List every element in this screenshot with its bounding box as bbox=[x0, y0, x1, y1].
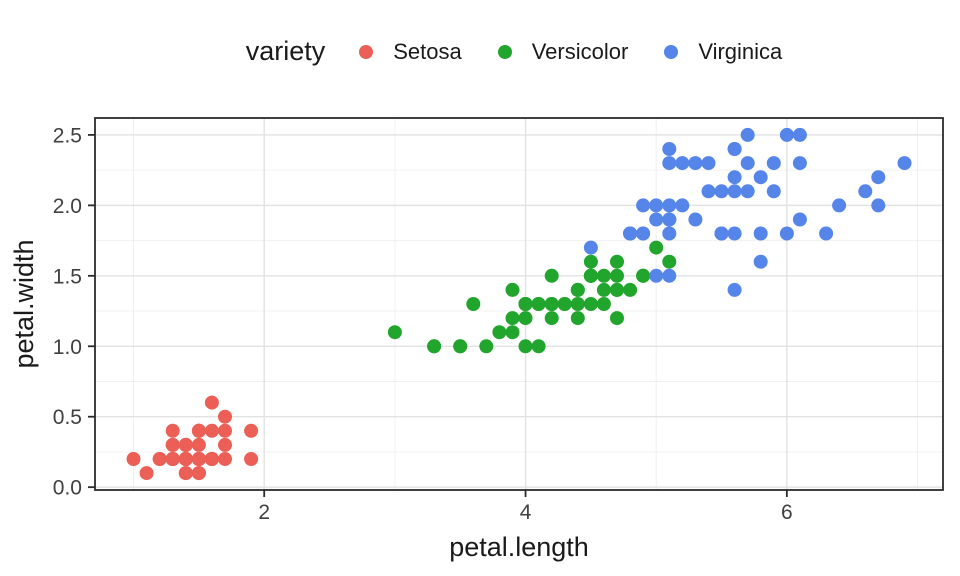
legend-item-versicolor: Versicolor bbox=[497, 38, 629, 65]
legend-item-setosa: Setosa bbox=[359, 39, 462, 65]
axis-ticks: 2 4 6 0.0 0.5 1.0 1.5 2.0 2.5 bbox=[53, 124, 793, 524]
x-tick-label: 2 bbox=[258, 501, 270, 524]
y-tick-label: 2.5 bbox=[53, 124, 82, 147]
legend: variety Setosa Versicolor Virginica bbox=[0, 0, 960, 103]
y-axis-title: petal.width bbox=[9, 239, 39, 368]
y-tick-label: 0.5 bbox=[53, 406, 82, 429]
y-tick-label: 1.5 bbox=[53, 265, 82, 288]
virginica-point-icon bbox=[664, 44, 679, 59]
x-tick-label: 6 bbox=[781, 501, 793, 524]
legend-label-versicolor: Versicolor bbox=[531, 38, 629, 64]
data-points-versicolor bbox=[387, 226, 677, 354]
data-points-setosa bbox=[126, 395, 259, 481]
data-points-virginica bbox=[583, 127, 912, 297]
y-tick-label: 1.0 bbox=[53, 336, 82, 359]
legend-item-virginica: Virginica bbox=[664, 39, 782, 65]
panel-border bbox=[94, 117, 944, 491]
x-axis-title: petal.length bbox=[449, 532, 589, 562]
plot-panel: 2 4 6 0.0 0.5 1.0 1.5 2.0 2.5 bbox=[53, 117, 944, 524]
setosa-point-icon bbox=[359, 44, 374, 59]
legend-label-virginica: Virginica bbox=[698, 38, 783, 64]
minor-gridlines bbox=[95, 118, 943, 490]
versicolor-point-icon bbox=[497, 44, 512, 59]
y-tick-label: 0.0 bbox=[53, 477, 82, 500]
legend-label-setosa: Setosa bbox=[393, 38, 462, 64]
x-tick-label: 4 bbox=[520, 501, 532, 524]
y-tick-label: 2.0 bbox=[53, 195, 82, 218]
legend-title: variety bbox=[245, 36, 326, 66]
